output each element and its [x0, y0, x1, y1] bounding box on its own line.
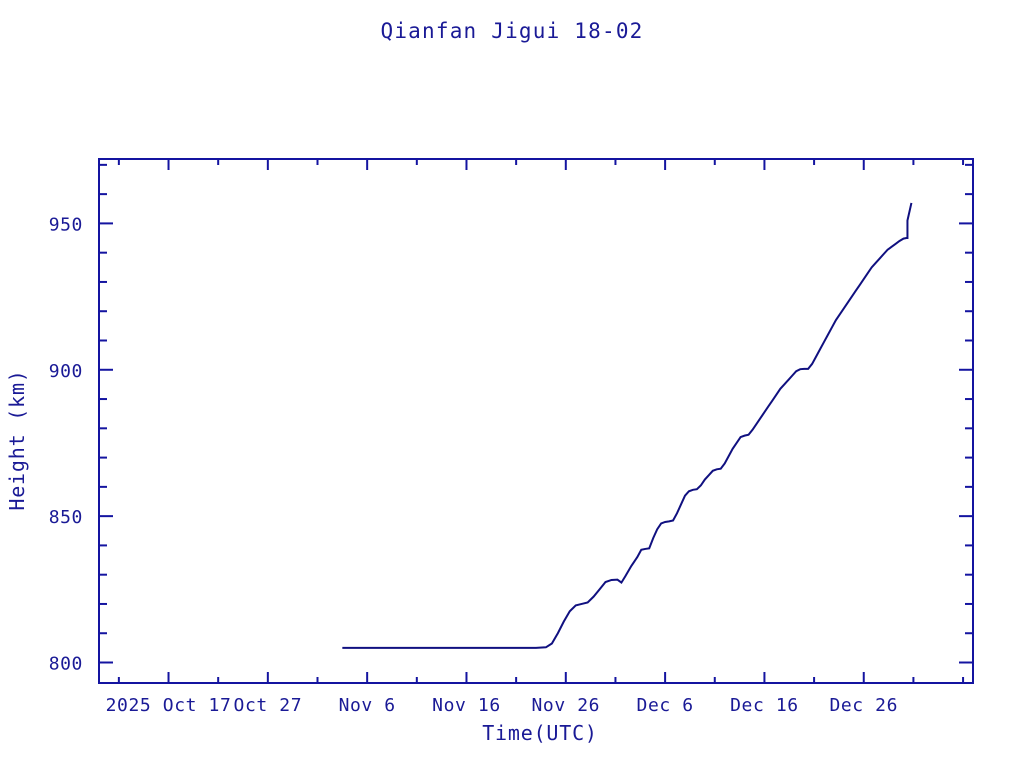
- plot-frame: [98, 158, 974, 684]
- data-series-group: [342, 202, 913, 649]
- x-axis-title: Time(UTC): [482, 721, 598, 745]
- y-tick-label: 900: [49, 361, 83, 382]
- y-tick-label: 850: [49, 507, 83, 528]
- x-tick-label: Dec 26: [829, 695, 898, 716]
- x-tick-label: 2025 Oct 17: [106, 695, 232, 716]
- x-tick-label: Nov 26: [531, 695, 600, 716]
- x-tick-label: Dec 16: [730, 695, 799, 716]
- y-axis-title: Height (km): [5, 369, 29, 510]
- x-tick-label: Nov 16: [432, 695, 501, 716]
- x-axis-ticks: [117, 159, 965, 683]
- y-tick-label: 800: [49, 654, 83, 675]
- y-axis-ticks: [99, 163, 973, 664]
- data-series-line: [342, 202, 913, 649]
- y-tick-label: 950: [49, 214, 83, 235]
- y-axis-tick-labels: 800 850 900 950: [49, 214, 83, 674]
- x-axis-tick-labels: 2025 Oct 17 Oct 27 Nov 6 Nov 16 Nov 26 Dec 6 D…: [106, 695, 898, 716]
- x-tick-label: Nov 6: [339, 695, 396, 716]
- chart-title: Qianfan Jigui 18-02: [380, 19, 643, 43]
- x-tick-label: Dec 6: [637, 695, 694, 716]
- x-tick-label: Oct 27: [234, 695, 303, 716]
